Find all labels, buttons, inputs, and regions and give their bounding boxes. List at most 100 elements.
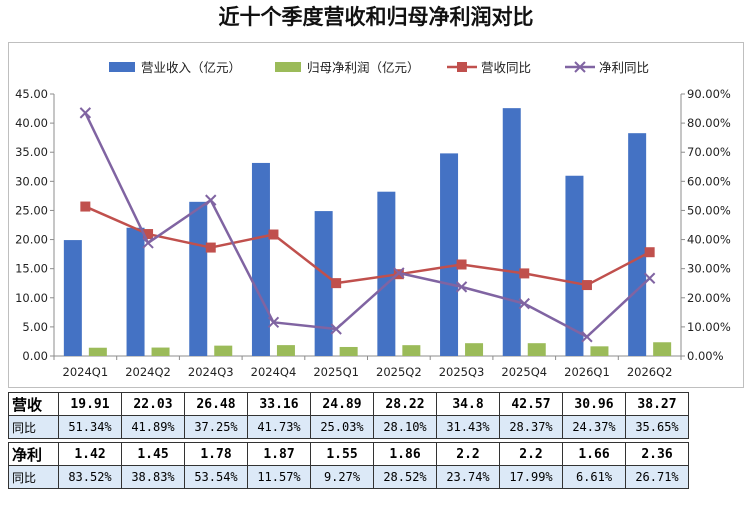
net-profit-bar xyxy=(590,346,609,356)
chart-title: 近十个季度营收和归母净利润对比 xyxy=(218,5,534,29)
net-profit-bar xyxy=(276,345,295,356)
chart-frame: 营业收入（亿元） 归母净利润（亿元） 营收同比 净利同比 0.00 5.00 10.00 1… xyxy=(8,42,744,388)
revenue-bar xyxy=(377,191,396,356)
y-right-tick-label: 70.00% xyxy=(687,145,731,159)
revenue-yoy-point xyxy=(205,242,216,253)
table-cell: 28.10% xyxy=(373,415,437,439)
table-row-label: 净利 xyxy=(8,442,59,466)
legend-item: 营收同比 xyxy=(447,60,531,75)
table-cell: 11.57% xyxy=(247,465,311,489)
profit-yoy-point xyxy=(455,281,468,293)
table-cell: 24.37% xyxy=(562,415,626,439)
table-cell: 38.83% xyxy=(121,465,185,489)
legend-label: 营收同比 xyxy=(481,60,531,75)
table-row: 同比 83.52% 38.83% 53.54% 11.57% 9.27% 28.52% 23.… xyxy=(8,465,689,489)
table-cell: 2.36 xyxy=(625,442,689,466)
revenue-bar xyxy=(251,162,270,356)
legend-item: 营业收入（亿元） xyxy=(109,60,241,75)
table-cell: 26.48 xyxy=(184,392,248,416)
profit-yoy-point xyxy=(267,316,280,329)
revenue-yoy-point xyxy=(519,268,530,279)
table-cell: 25.03% xyxy=(310,415,374,439)
net-profit-bar xyxy=(402,345,421,356)
net-profit-bar xyxy=(653,342,672,356)
revenue-yoy-point xyxy=(581,280,592,291)
net-profit-bar xyxy=(151,347,170,356)
revenue-yoy-point xyxy=(143,229,154,240)
legend-label: 归母净利润（亿元） xyxy=(307,60,420,75)
profit-yoy-point xyxy=(643,272,656,284)
legend-label: 营业收入（亿元） xyxy=(141,60,241,75)
x-tick-label: 2024Q1 xyxy=(63,365,109,379)
y-left-tick-label: 10.00 xyxy=(15,291,48,305)
net-profit-bar xyxy=(339,346,358,356)
table-cell: 1.86 xyxy=(373,442,437,466)
y-left-tick-label: 5.00 xyxy=(22,320,48,334)
table-cell: 83.52% xyxy=(58,465,122,489)
net-profit-bar xyxy=(88,347,107,356)
y-right-tick-label: 60.00% xyxy=(687,174,731,188)
table-cell: 1.42 xyxy=(58,442,122,466)
table-cell: 17.99% xyxy=(499,465,563,489)
table-row: 同比 51.34% 41.89% 37.25% 41.73% 25.03% 28.10% 31… xyxy=(8,415,689,439)
table-cell: 34.8 xyxy=(436,392,500,416)
table-cell: 19.91 xyxy=(58,392,122,416)
x-tick-label: 2024Q4 xyxy=(251,365,297,379)
table-cell: 41.89% xyxy=(121,415,185,439)
net-profit-bar xyxy=(465,343,484,356)
x-tick-label: 2025Q2 xyxy=(376,365,422,379)
table-row-label: 同比 xyxy=(8,415,59,439)
revenue-yoy-point xyxy=(331,278,342,289)
data-table: 营收 19.91 22.03 26.48 33.16 24.89 28.22 34.8 42.5… xyxy=(8,392,689,489)
table-cell: 35.65% xyxy=(625,415,689,439)
legend-item: 净利同比 xyxy=(565,60,649,75)
x-tick-label: 2025Q4 xyxy=(501,365,547,379)
table-separator xyxy=(8,438,689,443)
y-left-tick-label: 25.00 xyxy=(15,203,48,217)
table-cell: 30.96 xyxy=(562,392,626,416)
revenue-bar xyxy=(440,153,459,356)
table-cell: 1.66 xyxy=(562,442,626,466)
profit-yoy-point xyxy=(581,331,593,343)
table-cell: 37.25% xyxy=(184,415,248,439)
profit-yoy-point xyxy=(330,323,342,335)
legend: 营业收入（亿元） 归母净利润（亿元） 营收同比 净利同比 xyxy=(109,60,649,75)
x-tick-label: 2025Q1 xyxy=(313,365,359,379)
table-cell: 1.87 xyxy=(247,442,311,466)
revenue-bar xyxy=(628,133,647,356)
legend-label: 净利同比 xyxy=(599,60,649,75)
revenue-bar xyxy=(502,108,521,356)
table-row: 净利 1.42 1.45 1.78 1.87 1.55 1.86 2.2 2.2 1.66 2.36 xyxy=(8,442,689,466)
legend-marker xyxy=(574,61,586,73)
y-right-tick-label: 40.00% xyxy=(687,233,731,247)
x-tick-label: 2024Q3 xyxy=(188,365,234,379)
revenue-yoy-point xyxy=(456,259,467,270)
legend-item: 归母净利润（亿元） xyxy=(275,60,420,75)
table-cell: 53.54% xyxy=(184,465,248,489)
table-cell: 42.57 xyxy=(499,392,563,416)
revenue-bar xyxy=(565,175,584,356)
y-right-tick-label: 50.00% xyxy=(687,203,731,217)
y-left-tick-label: 20.00 xyxy=(15,233,48,247)
revenue-bar xyxy=(126,227,145,356)
table-cell: 51.34% xyxy=(58,415,122,439)
table-cell: 1.78 xyxy=(184,442,248,466)
bars xyxy=(63,108,672,356)
profit-yoy-point xyxy=(518,297,530,310)
axes: 0.00 5.00 10.00 15.00 20.00 25.00 30.00 35.00 40… xyxy=(15,87,731,379)
legend-swatch xyxy=(109,62,135,72)
table-cell: 28.37% xyxy=(499,415,563,439)
table-cell: 23.74% xyxy=(436,465,500,489)
net-profit-bar xyxy=(527,343,546,356)
table-cell: 41.73% xyxy=(247,415,311,439)
x-tick-label: 2024Q2 xyxy=(125,365,171,379)
table-cell: 28.22 xyxy=(373,392,437,416)
table-cell: 26.71% xyxy=(625,465,689,489)
y-right-tick-label: 30.00% xyxy=(687,262,731,276)
revenue-yoy-line xyxy=(84,205,651,287)
profit-yoy-point xyxy=(393,267,405,279)
table-cell: 1.45 xyxy=(121,442,185,466)
table-cell: 1.55 xyxy=(310,442,374,466)
y-right-tick-label: 90.00% xyxy=(687,87,731,101)
table-row-label: 同比 xyxy=(8,465,59,489)
